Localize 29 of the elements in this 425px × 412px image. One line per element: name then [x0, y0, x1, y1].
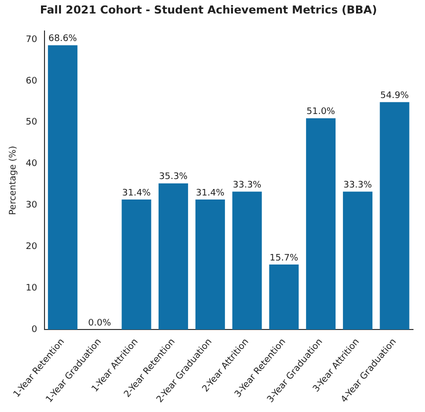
bar	[158, 183, 188, 330]
data-label: 31.4%	[196, 188, 225, 198]
data-label: 35.3%	[159, 172, 188, 182]
y-axis-title: Percentage (%)	[8, 146, 19, 215]
data-label: 0.0%	[88, 318, 112, 328]
data-label: 68.6%	[48, 34, 78, 44]
bar	[306, 118, 336, 330]
data-label: 31.4%	[122, 188, 152, 198]
y-tick-label: 20	[26, 242, 38, 252]
y-tick-label: 70	[26, 34, 38, 45]
data-label: 51.0%	[306, 107, 336, 118]
bar	[195, 199, 225, 330]
bar	[342, 192, 372, 330]
data-label: 33.3%	[232, 180, 262, 190]
y-tick-label: 30	[26, 200, 38, 211]
bar	[232, 192, 262, 330]
bar	[380, 102, 410, 330]
y-tick-label: 0	[32, 324, 38, 335]
bar	[269, 264, 299, 330]
bar	[122, 199, 152, 330]
chart-title: Fall 2021 Cohort - Student Achievement Metrics (BBA)	[40, 3, 377, 16]
y-tick-label: 60	[26, 76, 38, 86]
y-tick-label: 50	[26, 118, 38, 128]
data-label: 15.7%	[270, 253, 299, 264]
data-label: 54.9%	[380, 90, 410, 101]
y-tick-label: 10	[26, 284, 38, 294]
data-label: 33.3%	[343, 180, 372, 190]
y-tick-label: 40	[26, 159, 38, 170]
bar	[48, 45, 78, 330]
